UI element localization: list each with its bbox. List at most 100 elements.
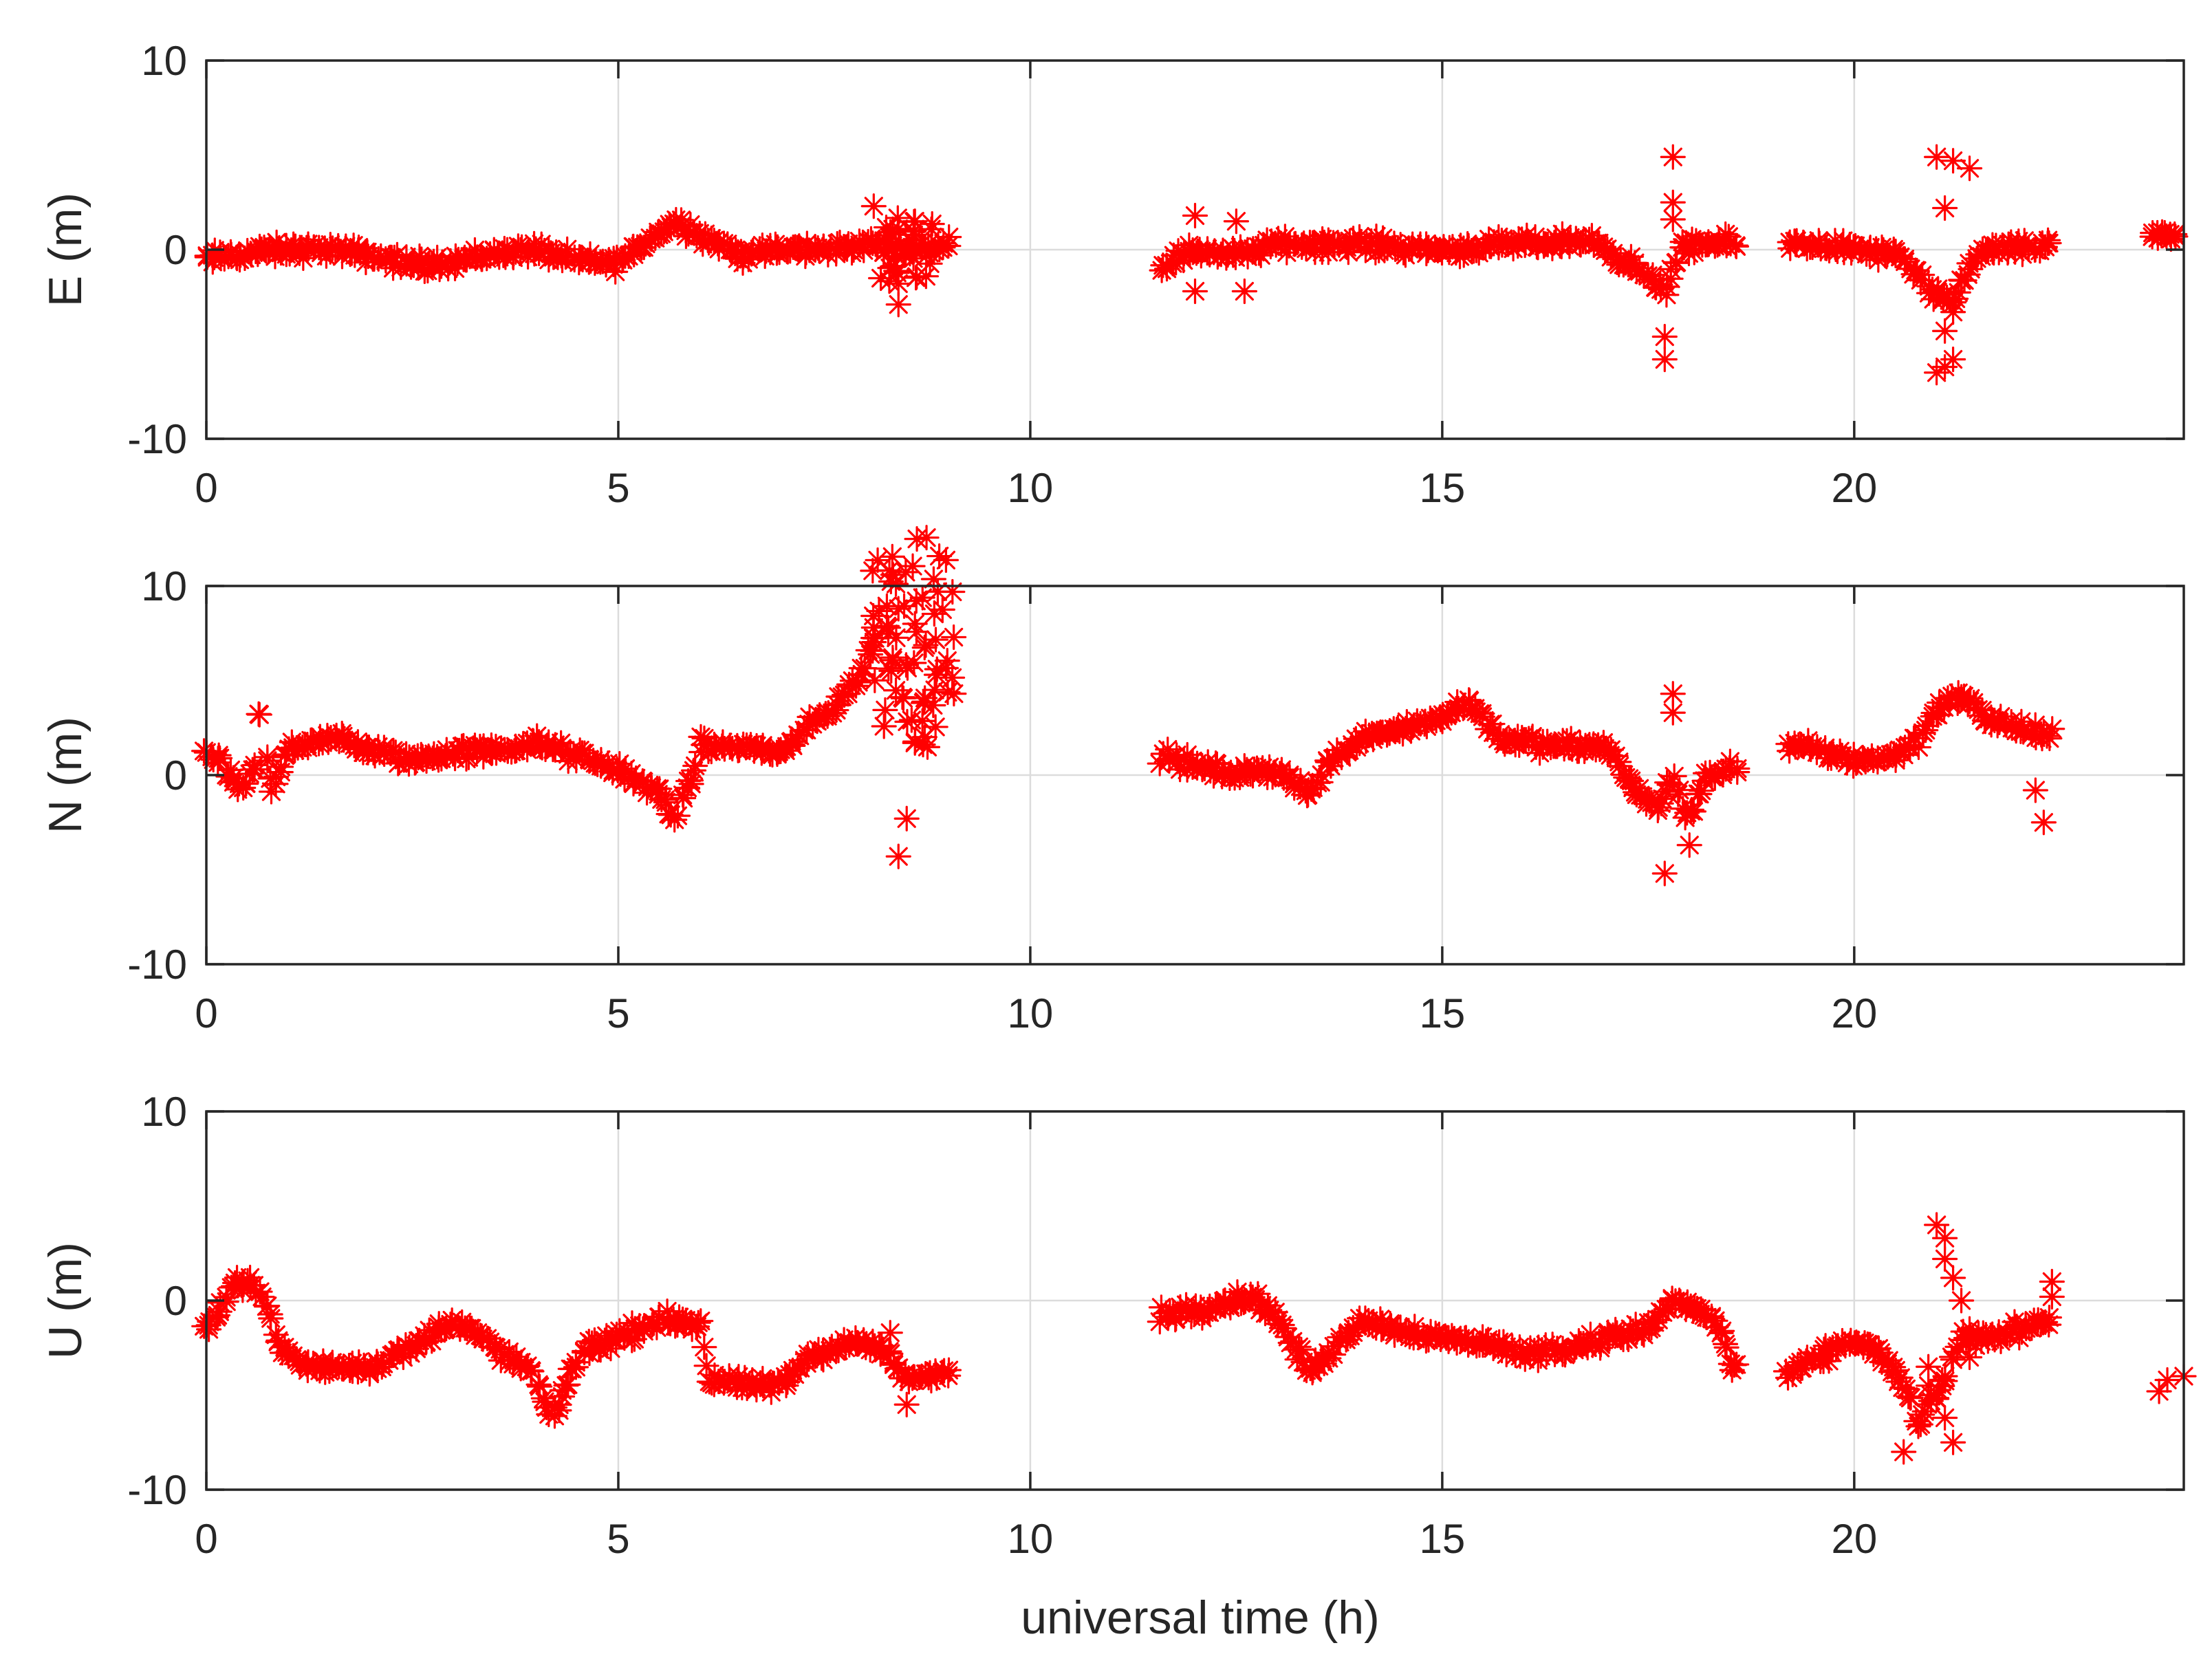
data-point (1975, 1328, 2001, 1354)
data-point (902, 728, 929, 754)
data-point (1862, 1336, 1889, 1363)
data-point (1956, 1344, 1983, 1371)
data-point (519, 1358, 545, 1384)
data-point (1666, 1287, 1693, 1314)
data-point (1153, 252, 1180, 279)
data-point (1195, 749, 1221, 775)
data-point (1476, 226, 1502, 252)
data-point (361, 244, 387, 270)
data-point (400, 252, 427, 279)
data-point (582, 250, 608, 276)
data-point (1557, 227, 1584, 253)
data-point (1905, 734, 1932, 761)
data-point (1568, 1331, 1594, 1357)
data-point (1292, 778, 1319, 804)
series-north (191, 525, 2065, 887)
data-point (918, 1367, 944, 1394)
data-point (688, 724, 714, 750)
data-point (290, 245, 316, 271)
data-point (911, 724, 937, 750)
data-point (422, 1319, 448, 1346)
y-tick-label: 0 (164, 1278, 187, 1324)
data-point (876, 655, 902, 682)
data-point (941, 681, 967, 707)
data-point (587, 1337, 614, 1363)
data-point (1478, 233, 1504, 259)
data-point (722, 1371, 749, 1398)
data-point (1723, 233, 1750, 259)
data-point (1653, 274, 1680, 300)
data-point (935, 1362, 962, 1389)
data-point (893, 805, 920, 832)
data-point (923, 662, 950, 688)
data-point (1271, 1315, 1297, 1341)
data-point (1567, 730, 1593, 756)
data-point (935, 679, 961, 706)
data-point (1911, 1398, 1938, 1424)
data-point (910, 732, 936, 758)
data-point (1246, 240, 1272, 266)
data-point (1924, 144, 1950, 170)
data-point (884, 243, 910, 269)
data-point (805, 235, 831, 261)
data-point (779, 1357, 806, 1384)
data-point (2146, 1378, 2172, 1404)
data-point (866, 598, 892, 624)
data-point (1254, 227, 1280, 253)
data-point (657, 1310, 684, 1337)
data-point (627, 233, 653, 259)
data-point (647, 1304, 673, 1330)
x-tick-label: 10 (1008, 990, 1054, 1036)
data-point (1789, 1355, 1815, 1381)
data-point (1245, 1281, 1271, 1307)
data-point (603, 1327, 629, 1354)
data-point (851, 237, 877, 263)
data-point (1490, 1329, 1517, 1355)
data-point (1918, 1388, 1944, 1414)
data-point (1902, 725, 1929, 752)
data-point (1554, 728, 1580, 754)
data-point (246, 702, 272, 728)
data-point (860, 193, 887, 219)
data-point (525, 1371, 552, 1398)
data-point (254, 744, 281, 770)
data-point (911, 635, 937, 661)
data-point (852, 655, 878, 682)
data-point (1988, 704, 2014, 730)
data-point (921, 238, 947, 264)
data-point (1498, 229, 1524, 255)
data-point (1893, 1376, 1920, 1402)
data-point (612, 243, 638, 269)
data-point (1300, 1358, 1326, 1384)
data-point (225, 776, 251, 803)
data-point (677, 768, 704, 794)
data-point (1389, 721, 1416, 747)
data-point (1288, 768, 1314, 794)
x-tick-label: 5 (607, 465, 629, 511)
data-point (823, 697, 849, 724)
data-point (644, 1314, 670, 1340)
data-point (345, 235, 372, 261)
data-point (739, 240, 766, 266)
data-point (623, 765, 649, 792)
data-point (1284, 1347, 1310, 1373)
data-point (910, 690, 936, 716)
data-point (1883, 1357, 1909, 1384)
data-point (1932, 318, 1958, 344)
y-tick-label: 10 (141, 38, 187, 84)
data-point (900, 553, 926, 579)
data-point (1147, 750, 1173, 776)
data-point (353, 249, 379, 276)
data-point (2002, 1309, 2028, 1335)
data-point (1673, 230, 1699, 256)
data-point (878, 568, 904, 595)
data-point (883, 624, 909, 651)
data-point (685, 1309, 711, 1336)
data-point (741, 738, 768, 764)
data-point (217, 757, 244, 783)
data-point (396, 1334, 422, 1360)
data-point (653, 789, 679, 816)
data-point (885, 216, 912, 242)
data-point (1958, 256, 1984, 282)
